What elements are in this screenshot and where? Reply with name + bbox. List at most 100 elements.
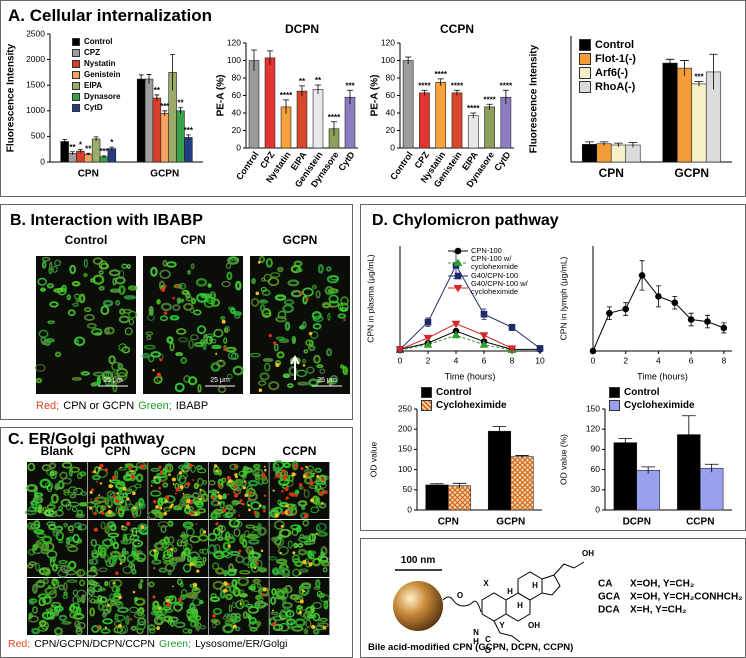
legend-item: CPZ bbox=[72, 47, 120, 58]
x-tick-label: CytD bbox=[492, 149, 513, 172]
texture bbox=[167, 549, 170, 552]
texture bbox=[254, 511, 260, 519]
texture bbox=[224, 531, 231, 541]
texture bbox=[314, 480, 326, 485]
texture bbox=[287, 383, 294, 388]
texture bbox=[249, 353, 261, 358]
texture bbox=[277, 545, 289, 556]
texture bbox=[159, 470, 163, 474]
texture bbox=[105, 326, 115, 335]
texture bbox=[103, 506, 106, 509]
texture bbox=[100, 521, 106, 530]
texture bbox=[109, 288, 122, 293]
texture bbox=[116, 491, 120, 495]
texture bbox=[280, 529, 292, 538]
texture bbox=[186, 481, 191, 487]
x-tick-label: 2 bbox=[623, 355, 628, 365]
texture bbox=[242, 611, 249, 620]
texture bbox=[150, 490, 162, 497]
texture bbox=[99, 596, 108, 603]
texture bbox=[320, 551, 325, 557]
legend-label: Nystatin bbox=[84, 58, 116, 68]
texture bbox=[314, 467, 322, 473]
texture bbox=[173, 284, 183, 289]
texture bbox=[316, 525, 321, 532]
texture bbox=[126, 521, 131, 526]
texture bbox=[153, 616, 165, 626]
texture bbox=[298, 568, 309, 573]
x-tick-label: 8 bbox=[510, 355, 515, 365]
texture bbox=[228, 604, 233, 613]
line bbox=[399, 330, 540, 350]
texture bbox=[104, 553, 109, 564]
texture bbox=[166, 336, 174, 344]
texture bbox=[282, 461, 291, 469]
texture bbox=[243, 467, 254, 474]
texture bbox=[233, 528, 241, 537]
bar bbox=[136, 78, 146, 163]
texture bbox=[84, 313, 95, 321]
texture bbox=[172, 296, 175, 300]
texture bbox=[67, 525, 74, 532]
texture bbox=[320, 560, 331, 567]
texture bbox=[167, 569, 172, 576]
texture bbox=[112, 494, 117, 499]
texture bbox=[311, 533, 316, 541]
texture bbox=[174, 382, 185, 393]
texture bbox=[237, 490, 240, 492]
significance: ** bbox=[177, 99, 184, 108]
texture bbox=[130, 474, 135, 479]
texture bbox=[61, 461, 73, 469]
legend-item: Control bbox=[579, 38, 636, 52]
texture bbox=[152, 499, 157, 504]
texture bbox=[222, 508, 227, 513]
texture bbox=[226, 373, 233, 380]
texture bbox=[101, 538, 114, 548]
error-bar bbox=[178, 107, 183, 114]
texture bbox=[192, 479, 195, 481]
texture bbox=[313, 354, 321, 364]
texture bbox=[268, 510, 281, 518]
texture bbox=[41, 340, 50, 346]
texture bbox=[298, 610, 302, 615]
marker bbox=[671, 299, 679, 307]
texture bbox=[104, 327, 110, 335]
bar bbox=[435, 82, 447, 149]
error-bar bbox=[299, 85, 305, 97]
error-bar bbox=[85, 152, 91, 156]
texture bbox=[35, 364, 46, 372]
texture bbox=[174, 492, 177, 495]
legend-label: CPZ bbox=[84, 47, 100, 57]
texture bbox=[58, 614, 68, 622]
legend-item: RhoA(-) bbox=[579, 80, 636, 94]
legend-swatch bbox=[72, 59, 80, 68]
bar bbox=[500, 96, 512, 149]
texture bbox=[175, 352, 184, 357]
texture bbox=[176, 328, 187, 335]
texture bbox=[148, 581, 155, 588]
texture bbox=[247, 491, 258, 502]
texture bbox=[217, 501, 221, 505]
error-bar bbox=[331, 121, 337, 136]
texture bbox=[228, 508, 237, 515]
legend-item: CPN-100 bbox=[448, 246, 540, 255]
texture bbox=[121, 547, 127, 556]
texture bbox=[121, 525, 124, 528]
significance: **** bbox=[483, 95, 496, 104]
legend-label: RhoA(-) bbox=[595, 80, 636, 93]
marker bbox=[655, 293, 662, 300]
texture bbox=[239, 570, 251, 575]
texture bbox=[72, 533, 80, 544]
texture bbox=[119, 466, 122, 469]
texture bbox=[274, 513, 279, 518]
texture bbox=[232, 491, 235, 494]
x-axis-label: Time (hours) bbox=[637, 371, 688, 381]
acid-formula: X=H, Y=CH₂ bbox=[630, 605, 687, 616]
significance: *** bbox=[184, 126, 194, 135]
texture bbox=[120, 500, 123, 503]
texture bbox=[48, 523, 57, 531]
texture bbox=[80, 594, 86, 604]
significance: **** bbox=[467, 104, 480, 113]
texture bbox=[203, 299, 215, 308]
legend-item: Control bbox=[421, 386, 507, 399]
